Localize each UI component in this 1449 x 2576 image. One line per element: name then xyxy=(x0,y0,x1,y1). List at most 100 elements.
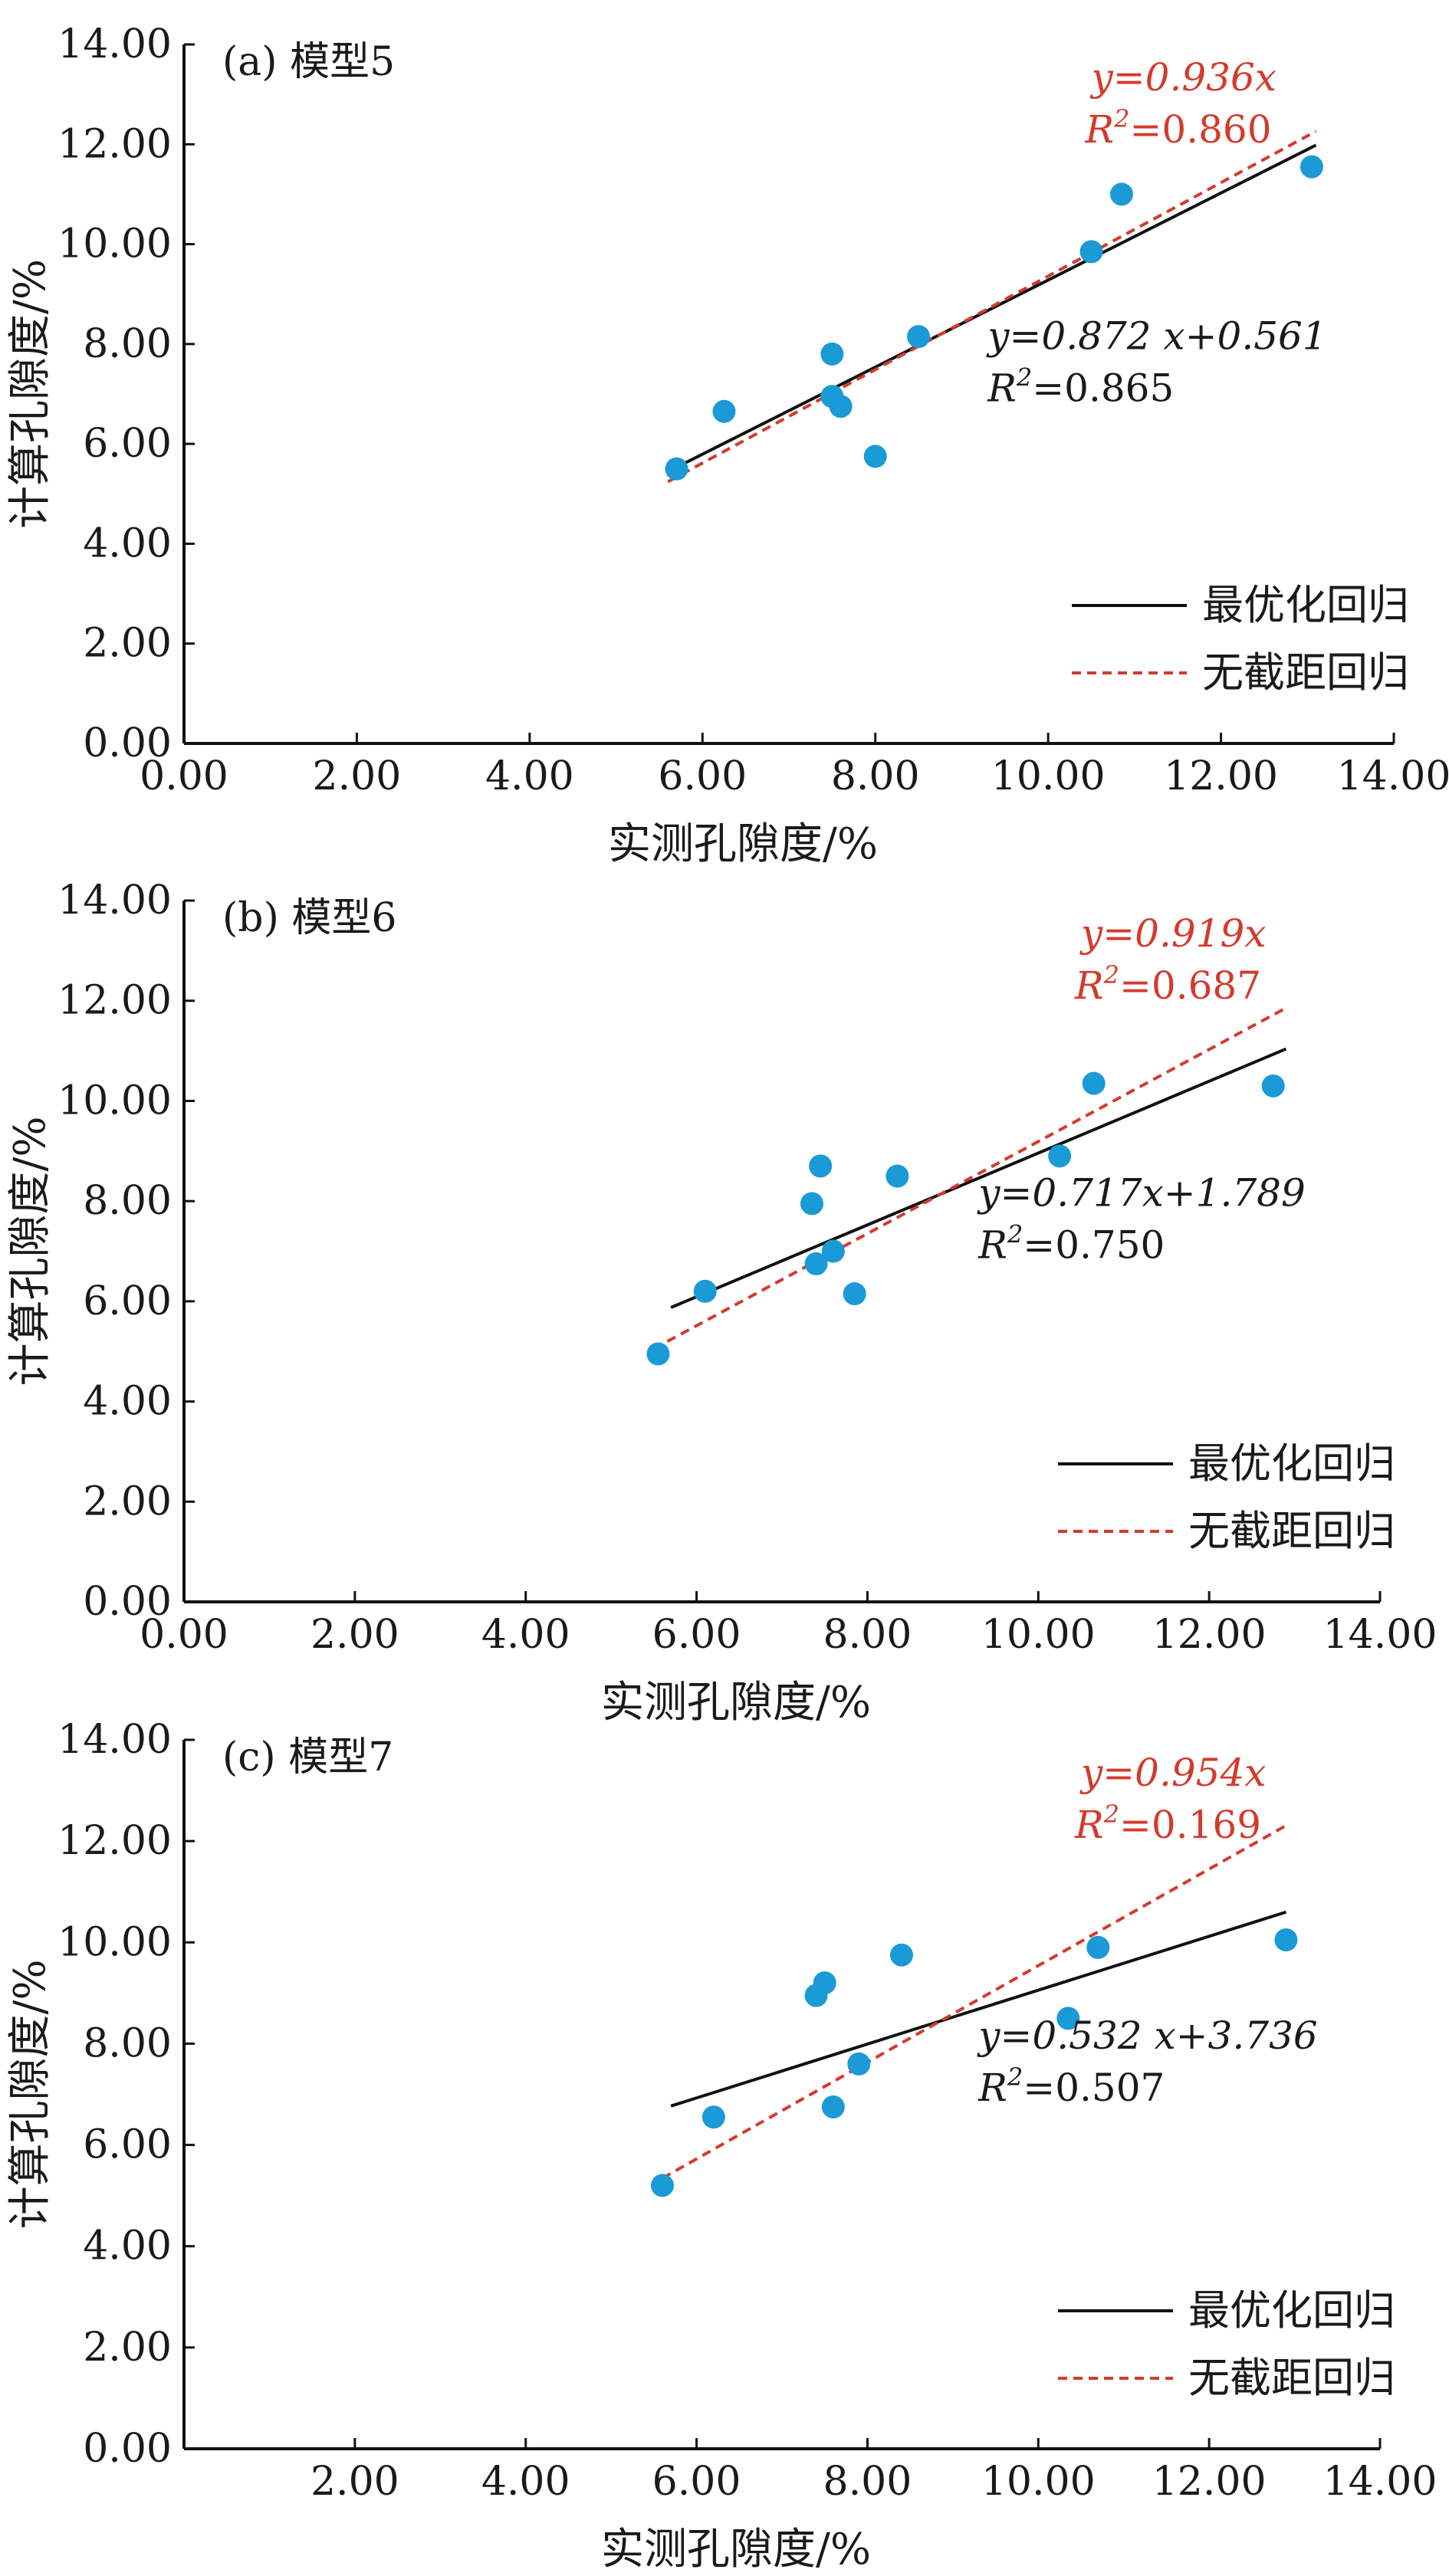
x-tick-label: 2.00 xyxy=(310,2459,399,2505)
optimal-equation: y=0.717x+1.789 xyxy=(977,1171,1306,1216)
y-tick-label: 2.00 xyxy=(83,2325,172,2371)
data-point xyxy=(693,1279,717,1303)
y-tick-label: 2.00 xyxy=(83,1478,172,1524)
legend-optimal-label: 最优化回归 xyxy=(1202,581,1409,629)
legend-optimal-label: 最优化回归 xyxy=(1188,2286,1395,2335)
optimal-equation: y=0.872 x+0.561 xyxy=(986,313,1326,358)
x-tick-label: 4.00 xyxy=(485,753,574,799)
x-tick-label: 8.00 xyxy=(823,1612,912,1658)
no-intercept-r2: R2=0.687 xyxy=(1074,960,1261,1008)
data-point xyxy=(886,1164,909,1188)
y-tick-label: 12.00 xyxy=(58,978,172,1024)
panel-title: (b) 模型6 xyxy=(222,895,396,941)
x-tick-label: 8.00 xyxy=(831,753,920,799)
data-point xyxy=(646,1342,670,1366)
panel-title: (c) 模型7 xyxy=(222,1734,393,1780)
data-point xyxy=(1300,155,1323,179)
no-intercept-r2: R2=0.860 xyxy=(1085,104,1272,152)
x-tick-label: 0.00 xyxy=(140,753,228,799)
data-point xyxy=(712,399,736,423)
y-tick-label: 12.00 xyxy=(58,121,172,167)
y-tick-label: 6.00 xyxy=(83,1278,172,1324)
data-point xyxy=(809,1154,833,1178)
no-intercept-equation: y=0.954x xyxy=(1079,1751,1266,1795)
optimal-r2: R2=0.865 xyxy=(987,363,1174,410)
x-tick-label: 12.00 xyxy=(1164,753,1278,799)
y-tick-label: 8.00 xyxy=(83,1178,172,1224)
chart-panel-b: 0.00 2.00 4.00 6.00 8.00 10.00 12.00 14.00 0.00 2… xyxy=(5,878,1437,1728)
y-tick-label: 6.00 xyxy=(83,2122,172,2168)
data-point xyxy=(1056,2007,1080,2030)
x-tick-label: 4.00 xyxy=(481,2459,570,2505)
data-point xyxy=(813,1971,836,1995)
optimal-r2: R2=0.507 xyxy=(978,2062,1165,2110)
x-tick-label: 6.00 xyxy=(652,2459,741,2505)
data-point xyxy=(1082,1071,1106,1095)
data-point xyxy=(821,2095,845,2119)
y-axis-title: 计算孔隙度/% xyxy=(5,1116,55,1386)
legend-no-intercept-label: 无截距回归 xyxy=(1202,648,1409,697)
data-point xyxy=(1261,1074,1285,1098)
no-intercept-regression-line xyxy=(652,1006,1287,1350)
x-tick-label: 4.00 xyxy=(481,1612,570,1658)
y-tick-label: 10.00 xyxy=(58,1078,172,1124)
data-point xyxy=(890,1943,913,1967)
x-tick-label: 6.00 xyxy=(652,1612,741,1658)
no-intercept-equation: y=0.919x xyxy=(1079,911,1266,956)
legend-no-intercept-label: 无截距回归 xyxy=(1188,2354,1395,2402)
legend-optimal-label: 最优化回归 xyxy=(1188,1439,1395,1488)
y-axis-title: 计算孔隙度/% xyxy=(5,1959,55,2229)
no-intercept-r2: R2=0.169 xyxy=(1074,1800,1261,1847)
x-tick-label: 12.00 xyxy=(1152,2459,1267,2505)
y-tick-label: 4.00 xyxy=(83,520,172,566)
x-tick-label: 10.00 xyxy=(981,2459,1096,2505)
y-tick-label: 12.00 xyxy=(58,1818,172,1864)
data-point xyxy=(863,445,887,468)
x-tick-label: 0.00 xyxy=(140,1612,228,1658)
no-intercept-equation: y=0.936x xyxy=(1090,55,1276,100)
optimal-regression-line xyxy=(670,1047,1287,1309)
y-tick-label: 14.00 xyxy=(58,878,172,924)
data-point xyxy=(800,1192,823,1216)
chart-panel-a: 0.00 2.00 4.00 6.00 8.00 10.00 12.00 14.00 0.00 2… xyxy=(5,21,1449,869)
x-tick-label: 10.00 xyxy=(991,753,1106,799)
y-tick-label: 8.00 xyxy=(83,2020,172,2066)
optimal-regression-line xyxy=(667,143,1317,474)
data-point xyxy=(651,2174,674,2197)
x-axis-title: 实测孔隙度/% xyxy=(601,1678,871,1728)
y-tick-label: 10.00 xyxy=(58,1919,172,1965)
y-tick-label: 10.00 xyxy=(58,222,172,267)
data-point xyxy=(665,457,688,481)
data-point xyxy=(820,342,844,366)
legend-no-intercept-label: 无截距回归 xyxy=(1188,1507,1395,1555)
optimal-r2: R2=0.750 xyxy=(978,1220,1165,1268)
y-tick-label: 0.00 xyxy=(83,720,172,766)
data-point xyxy=(843,1282,866,1306)
y-tick-label: 2.00 xyxy=(83,621,172,667)
data-point xyxy=(1048,1144,1072,1168)
y-axis-title: 计算孔隙度/% xyxy=(5,259,55,529)
x-tick-label: 14.00 xyxy=(1337,753,1449,799)
data-point xyxy=(1109,182,1133,206)
data-point xyxy=(804,1252,828,1275)
x-tick-label: 14.00 xyxy=(1323,2459,1438,2505)
x-tick-label: 2.00 xyxy=(313,753,402,799)
y-tick-label: 0.00 xyxy=(83,1579,172,1625)
optimal-regression-line xyxy=(670,1910,1287,2108)
x-tick-label: 8.00 xyxy=(823,2459,912,2505)
y-tick-label: 14.00 xyxy=(58,1717,172,1763)
y-tick-label: 4.00 xyxy=(83,2223,172,2269)
y-tick-label: 6.00 xyxy=(83,421,172,467)
y-tick-label: 14.00 xyxy=(58,21,172,67)
panel-title: (a) 模型5 xyxy=(222,39,395,85)
data-point xyxy=(821,1239,845,1263)
y-tick-label: 8.00 xyxy=(83,321,172,367)
x-tick-label: 14.00 xyxy=(1323,1612,1438,1658)
x-tick-label: 2.00 xyxy=(310,1612,399,1658)
y-tick-label: 0.00 xyxy=(83,2426,172,2472)
data-point xyxy=(847,2052,871,2076)
x-tick-label: 12.00 xyxy=(1152,1612,1267,1658)
data-point xyxy=(829,395,853,418)
